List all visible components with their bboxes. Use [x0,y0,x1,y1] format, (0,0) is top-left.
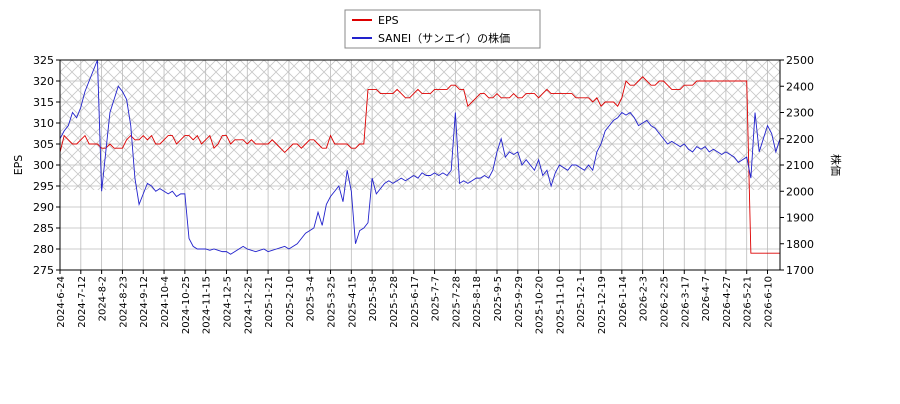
y2-tick-label: 2400 [786,80,814,93]
x-tick-label: 2025-3-25 [327,276,338,328]
x-tick-label: 2024-6-24 [56,276,67,328]
y2-tick-label: 1700 [786,264,814,277]
y-axis-label: EPS [12,155,25,176]
y-tick-label: 310 [33,117,54,130]
x-tick-label: 2026-2-3 [639,276,650,321]
x-tick-label: 2024-8-2 [98,276,109,321]
x-tick-label: 2024-8-23 [118,276,129,328]
y2-tick-label: 2100 [786,159,814,172]
x-tick-label: 2025-3-4 [306,276,317,321]
y-tick-label: 305 [33,138,54,151]
y2-tick-label: 2500 [786,54,814,67]
x-tick-label: 2024-12-25 [243,276,254,334]
x-tick-label: 2025-5-28 [389,276,400,328]
y2-tick-label: 1800 [786,238,814,251]
x-tick-label: 2025-9-29 [514,276,525,328]
y2-tick-label: 2200 [786,133,814,146]
y2-axis-label: 株価 [829,154,843,176]
x-tick-label: 2026-4-7 [701,276,712,321]
x-tick-label: 2026-1-14 [618,276,629,328]
x-tick-label: 2025-5-8 [368,276,379,321]
y-tick-label: 295 [33,180,54,193]
y-tick-label: 275 [33,264,54,277]
x-tick-label: 2025-7-28 [451,276,462,328]
x-tick-label: 2026-5-21 [743,276,754,328]
y-tick-label: 315 [33,96,54,109]
hatch-band [60,60,780,190]
x-tick-label: 2024-7-12 [77,276,88,328]
x-tick-label: 2025-8-18 [472,276,483,328]
x-tick-label: 2026-3-17 [680,276,691,328]
y2-tick-label: 2300 [786,107,814,120]
y2-tick-label: 2000 [786,185,814,198]
x-tick-label: 2025-12-19 [597,276,608,334]
x-tick-label: 2024-10-25 [181,276,192,334]
x-tick-label: 2025-10-20 [535,276,546,334]
x-tick-label: 2025-7-7 [431,276,442,321]
y-tick-label: 325 [33,54,54,67]
y-tick-label: 290 [33,201,54,214]
x-tick-label: 2025-12-1 [576,276,587,328]
x-tick-label: 2025-11-10 [555,276,566,334]
x-tick-label: 2025-6-17 [410,276,421,328]
x-tick-label: 2024-12-5 [222,276,233,328]
series-line [59,59,781,255]
y2-tick-label: 1900 [786,212,814,225]
x-tick-label: 2026-2-25 [659,276,670,328]
y-tick-label: 300 [33,159,54,172]
x-tick-label: 2026-4-27 [722,276,733,328]
y-tick-label: 280 [33,243,54,256]
x-tick-label: 2026-6-10 [764,276,775,328]
x-tick-label: 2024-9-12 [139,276,150,328]
x-tick-label: 2025-4-15 [347,276,358,328]
legend-label: SANEI（サンエイ）の株価 [378,31,510,45]
legend [344,9,541,49]
y-tick-label: 285 [33,222,54,235]
x-tick-label: 2024-10-4 [160,276,171,328]
x-tick-label: 2024-11-15 [202,276,213,334]
series-line [59,76,780,254]
x-tick-label: 2025-1-21 [264,276,275,328]
legend-label: EPS [378,14,399,27]
y-tick-label: 320 [33,75,54,88]
x-tick-label: 2025-2-10 [285,276,296,328]
x-tick-label: 2025-9-5 [493,276,504,321]
